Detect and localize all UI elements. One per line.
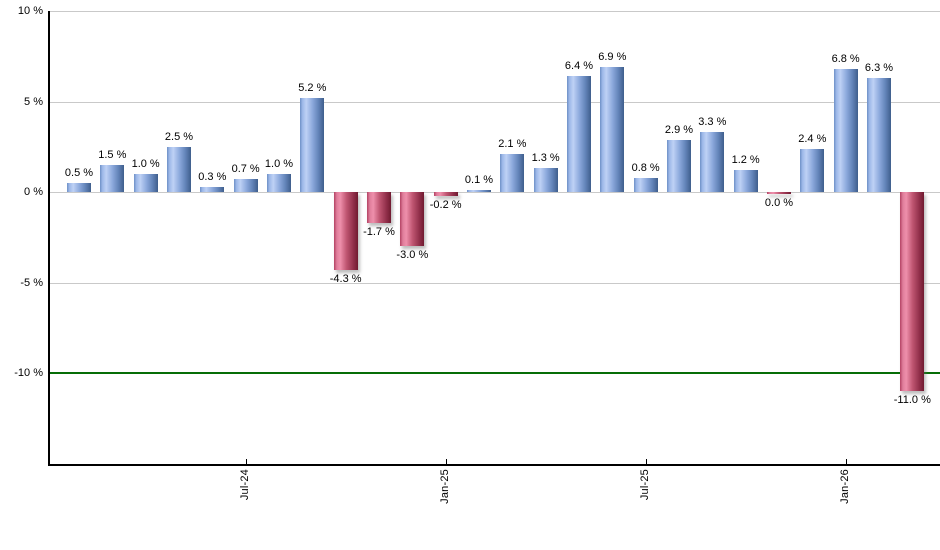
bar-value-label: 1.5 % [98,148,127,161]
x-axis-label: Jan-26 [838,469,851,504]
bar-value-label: -0.2 % [429,198,462,211]
bar-value-label: 2.9 % [664,123,694,136]
bar [633,177,658,192]
bar [900,192,925,392]
y-axis-label: -10 % [14,367,43,379]
bar-value-label: 1.0 % [264,157,294,170]
x-axis-label: Jul-25 [638,469,651,501]
bar [500,153,525,192]
bar [566,76,591,192]
bar-value-label: -3.0 % [396,249,429,262]
bar [100,164,125,192]
bar-value-label: 0.3 % [198,170,227,183]
bar-value-label: 0.8 % [631,161,660,174]
bar-value-label: 3.3 % [698,116,727,129]
bar-value-label: -11.0 % [893,394,931,407]
bar [133,173,158,192]
bar-value-label: 1.0 % [131,157,160,170]
gridline-0pct [49,192,940,193]
gridline--5pct [49,282,940,284]
bar-value-label: 5.2 % [298,81,327,94]
x-axis-tick [845,459,847,464]
bar [866,77,891,192]
reference-line [49,372,940,374]
bar [366,192,391,223]
bar-value-label: 2.4 % [798,132,827,145]
y-axis-label: -5 % [20,276,43,289]
bar-value-label: 6.4 % [564,60,594,73]
bar-value-label: 2.5 % [164,130,194,143]
x-axis-label: Jan-25 [438,469,451,504]
bar-value-label: 0.1 % [464,174,494,187]
bar [700,132,725,192]
bar [200,186,225,192]
bar [300,97,325,192]
bar [67,182,91,192]
bar [533,168,558,192]
bar [766,192,791,194]
y-axis-label: 5 % [24,95,43,108]
bar [833,68,858,192]
bar [466,190,491,192]
bar [333,192,358,270]
y-axis-label: 0 % [24,186,43,198]
bar-value-label: 6.9 % [598,51,627,64]
bar [233,179,258,192]
y-axis-line [48,11,50,464]
bar [666,139,691,192]
gridline-10pct [49,11,940,12]
x-axis-tick [645,459,647,464]
bar [266,173,291,192]
y-axis-label: 10 % [17,5,43,17]
x-axis-label: Jul-24 [238,469,251,501]
gridline-5pct [49,101,940,103]
x-axis-tick [245,459,247,464]
bar-value-label: 0.5 % [64,166,94,179]
x-axis-line [48,464,940,466]
x-axis-tick [445,459,447,464]
bar-value-label: 1.3 % [531,152,560,165]
bar [400,192,425,247]
bar-value-label: -1.7 % [363,225,395,238]
bar [733,170,758,192]
bar-value-label: 2.1 % [498,137,527,150]
bar [600,67,625,192]
bar-value-label: 6.8 % [831,52,860,65]
bar [800,148,825,192]
bar-value-label: 1.2 % [731,154,760,167]
bar [166,146,191,192]
bar-value-label: 0.0 % [764,196,794,209]
bar [433,192,458,196]
bar-value-label: 0.7 % [231,163,260,176]
bar-value-label: -4.3 % [329,272,362,285]
bar-value-label: 6.3 % [864,61,894,74]
